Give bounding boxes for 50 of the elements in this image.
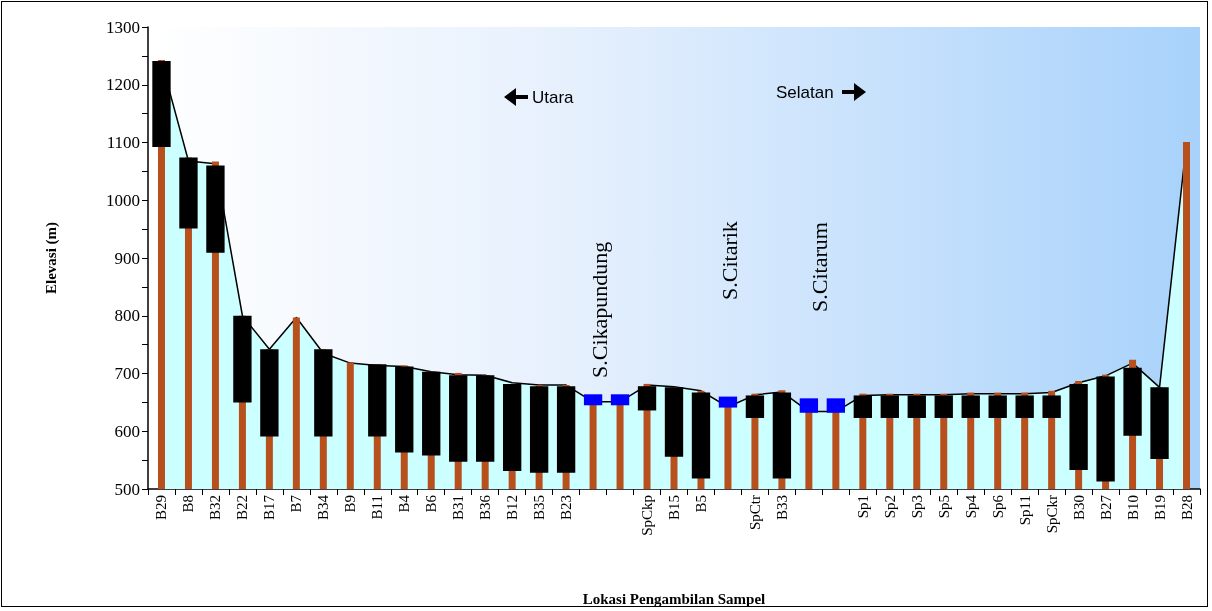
x-tick-label: B15 — [666, 495, 682, 521]
x-tick-label: B36 — [477, 494, 494, 521]
x-tick-label: Sp4 — [962, 494, 979, 519]
x-tick-label: B6 — [423, 494, 440, 513]
x-tick-label: B29 — [153, 495, 170, 521]
x-tick-label: B11 — [369, 495, 386, 520]
y-tick-label: 700 — [114, 364, 140, 383]
x-tick-label: B32 — [207, 495, 224, 521]
x-tick-label: B23 — [558, 495, 575, 521]
x-tick-label: SpCkp — [639, 495, 656, 536]
x-tick-label: B9 — [342, 495, 359, 513]
x-tick-label: B33 — [773, 495, 790, 521]
annotation: S.Cikapundung — [586, 241, 612, 378]
y-axis-title: Elevasi (m) — [42, 221, 60, 295]
x-tick-label: B4 — [396, 494, 413, 513]
x-tick-label: B12 — [504, 495, 521, 521]
x-tick-label: Sp3 — [908, 495, 925, 519]
y-tick-label: 1300 — [106, 17, 140, 37]
x-tick-label: B8 — [180, 495, 197, 513]
x-tick-label: Sp1 — [854, 495, 871, 519]
x-tick-label: B10 — [1124, 495, 1141, 521]
y-tick-label: 600 — [114, 421, 140, 441]
x-tick-label: B7 — [288, 494, 305, 513]
x-axis-title: Lokasi Pengambilan Sampel — [582, 590, 766, 607]
y-tick-label: 500 — [114, 479, 140, 499]
x-tick-label: B34 — [315, 494, 332, 521]
x-tick-label: B30 — [1070, 495, 1087, 521]
x-tick-label: SpCkr — [1043, 495, 1060, 534]
x-tick-label: SpCtr — [746, 495, 763, 531]
x-tick-label: B27 — [1097, 494, 1114, 521]
x-tick-label: Sp11 — [1016, 495, 1033, 526]
x-tick-label: B5 — [692, 495, 709, 513]
annotation: S.Citarum — [806, 222, 832, 312]
y-tick-label: 1000 — [106, 190, 140, 210]
x-tick-label: B17 — [261, 494, 278, 521]
annotation: S.Citarik — [716, 221, 742, 300]
x-tick-label: B35 — [531, 495, 548, 521]
annotation: Selatan — [776, 82, 834, 102]
y-tick-label: 1100 — [106, 133, 140, 152]
x-tick-label: Sp6 — [989, 494, 1006, 519]
x-tick-label: B31 — [450, 495, 467, 521]
y-tick-label: 900 — [114, 248, 140, 268]
y-tick-label: 1200 — [106, 75, 140, 95]
x-tick-label: Sp5 — [935, 495, 952, 519]
annotation: Utara — [532, 87, 575, 107]
y-tick-label: 800 — [114, 306, 140, 326]
x-tick-label: B22 — [234, 495, 251, 521]
x-tick-label: B19 — [1151, 495, 1168, 521]
x-tick-label: Sp2 — [881, 495, 898, 519]
x-tick-label: B28 — [1178, 495, 1195, 521]
